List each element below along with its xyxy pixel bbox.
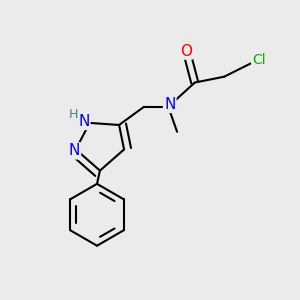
Text: Cl: Cl: [252, 53, 266, 68]
Text: O: O: [180, 44, 192, 59]
Text: N: N: [69, 143, 80, 158]
Text: N: N: [78, 114, 89, 129]
Text: N: N: [164, 97, 176, 112]
Text: H: H: [69, 108, 78, 121]
